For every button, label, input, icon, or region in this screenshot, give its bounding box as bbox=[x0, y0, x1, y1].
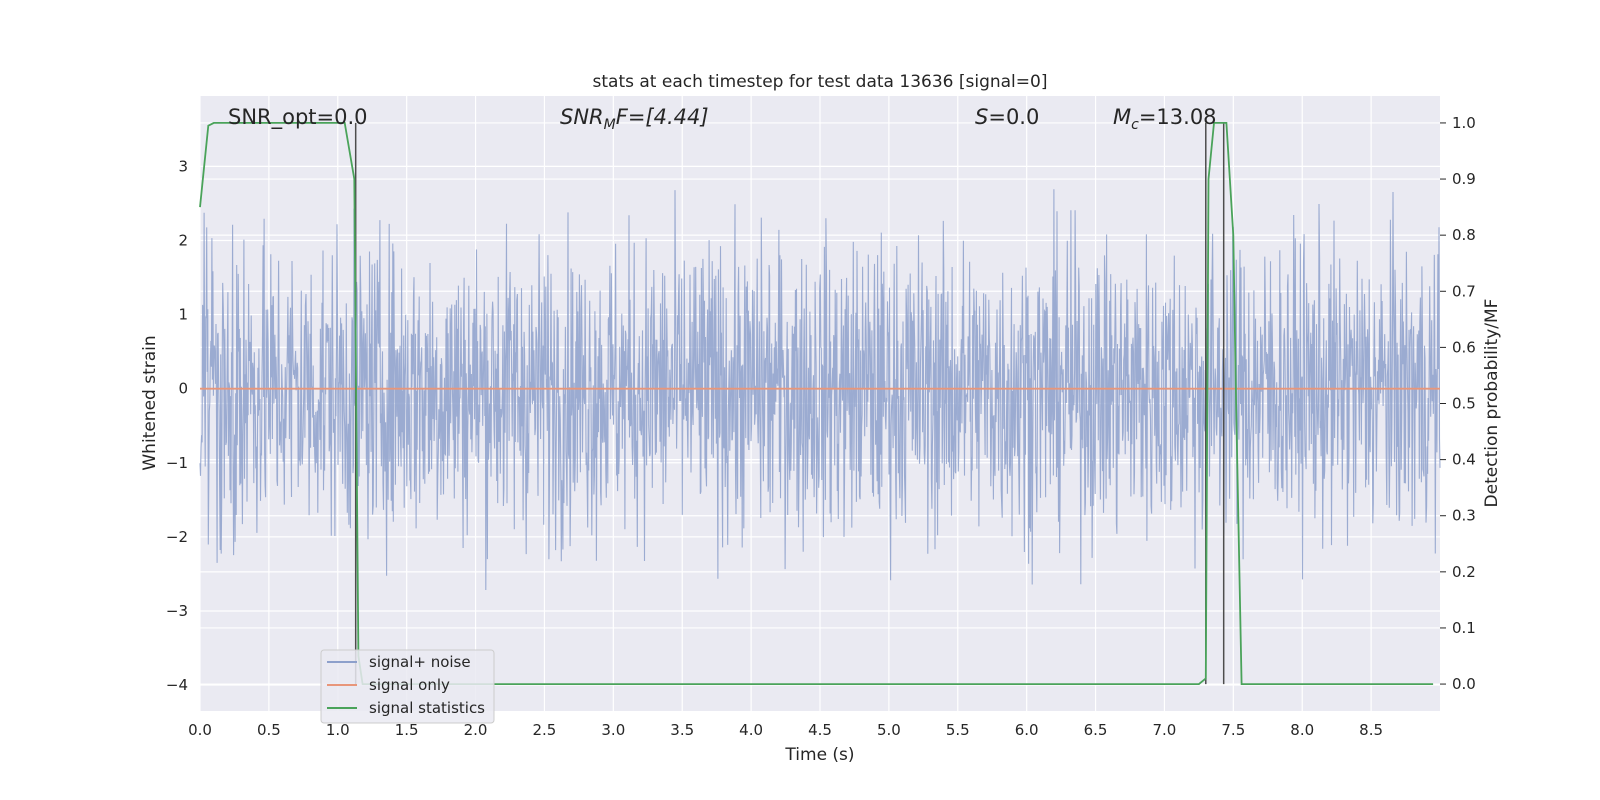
x-tick-8: 4.0 bbox=[739, 721, 763, 739]
y-right-tick-10: 1.0 bbox=[1452, 114, 1476, 132]
series-signal-statistics bbox=[199, 122, 1434, 685]
y-left-tick-5: 1 bbox=[178, 306, 188, 324]
annotation-snr-mf: SNRMF=[4.44] bbox=[560, 105, 709, 133]
y-left-tick-3: −1 bbox=[166, 454, 188, 472]
legend-label-signal-statistics: signal statistics bbox=[369, 699, 485, 717]
x-tick-11: 5.5 bbox=[946, 721, 970, 739]
x-tick-17: 8.5 bbox=[1359, 721, 1383, 739]
y-left-tick-6: 2 bbox=[178, 231, 188, 249]
legend-label-signal-only: signal only bbox=[369, 676, 450, 694]
y-left-tick-0: −4 bbox=[166, 676, 188, 694]
x-tick-4: 2.0 bbox=[464, 721, 488, 739]
y-right-tick-0: 0.0 bbox=[1452, 675, 1476, 693]
snr-mf-sub: M bbox=[604, 117, 616, 133]
y-left-tick-4: 0 bbox=[178, 380, 188, 398]
y-right-tick-7: 0.7 bbox=[1452, 282, 1476, 300]
y-right-tick-9: 0.9 bbox=[1452, 170, 1476, 188]
y-right-tick-5: 0.5 bbox=[1452, 395, 1476, 413]
annotation-mc: Mc=13.08 bbox=[1113, 105, 1217, 133]
y-right-tick-labels: 0.0 0.1 0.2 0.3 0.4 0.5 0.6 0.7 0.8 0.9 1.0 bbox=[1440, 114, 1476, 693]
x-tick-15: 7.5 bbox=[1221, 721, 1245, 739]
y-right-tick-3: 0.3 bbox=[1452, 507, 1476, 525]
y-right-tick-2: 0.2 bbox=[1452, 563, 1476, 581]
x-tick-10: 5.0 bbox=[877, 721, 901, 739]
y-right-tick-6: 0.6 bbox=[1452, 338, 1476, 356]
x-tick-0: 0.0 bbox=[188, 721, 212, 739]
x-tick-5: 2.5 bbox=[533, 721, 557, 739]
x-tick-1: 0.5 bbox=[257, 721, 281, 739]
x-tick-3: 1.5 bbox=[395, 721, 419, 739]
y-left-tick-2: −2 bbox=[166, 528, 188, 546]
x-tick-12: 6.0 bbox=[1015, 721, 1039, 739]
y-right-tick-8: 0.8 bbox=[1452, 226, 1476, 244]
annotation-snr-opt: SNR_opt=0.0 bbox=[228, 105, 368, 130]
snr-mf-rest: F=[4.44] bbox=[616, 105, 709, 129]
y-axis-title-right: Detection probability/MF bbox=[1482, 299, 1502, 508]
y-axis-title-left: Whitened strain bbox=[140, 335, 160, 470]
x-tick-7: 3.5 bbox=[670, 721, 694, 739]
y-right-tick-1: 0.1 bbox=[1452, 619, 1476, 637]
legend-label-signal-noise: signal+ noise bbox=[369, 653, 471, 671]
x-tick-6: 3.0 bbox=[601, 721, 625, 739]
legend: signal+ noise signal only signal statist… bbox=[320, 649, 495, 724]
s-rest: =0.0 bbox=[988, 105, 1039, 129]
s-base: S bbox=[975, 105, 988, 129]
y-left-tick-1: −3 bbox=[166, 602, 188, 620]
annotation-s: S=0.0 bbox=[975, 105, 1039, 129]
mc-rest: =13.08 bbox=[1139, 105, 1217, 129]
mc-sub: c bbox=[1131, 117, 1139, 133]
y-right-tick-4: 0.4 bbox=[1452, 451, 1476, 469]
x-tick-16: 8.0 bbox=[1290, 721, 1314, 739]
x-tick-13: 6.5 bbox=[1084, 721, 1108, 739]
mc-base: M bbox=[1113, 105, 1131, 129]
x-axis-title: Time (s) bbox=[784, 745, 854, 765]
x-tick-14: 7.0 bbox=[1153, 721, 1177, 739]
x-tick-labels: 0.0 0.5 1.0 1.5 2.0 2.5 3.0 3.5 4.0 4.5 5.0 5.5 6.0 6… bbox=[188, 721, 1383, 739]
chart-title: stats at each timestep for test data 136… bbox=[593, 72, 1048, 92]
y-left-tick-7: 3 bbox=[178, 157, 188, 175]
snr-mf-base: SNR bbox=[560, 105, 604, 129]
y-left-tick-labels: −4 −3 −2 −1 0 1 2 3 bbox=[166, 157, 188, 694]
x-tick-2: 1.0 bbox=[326, 721, 350, 739]
x-tick-9: 4.5 bbox=[808, 721, 832, 739]
legend-box bbox=[320, 649, 495, 724]
